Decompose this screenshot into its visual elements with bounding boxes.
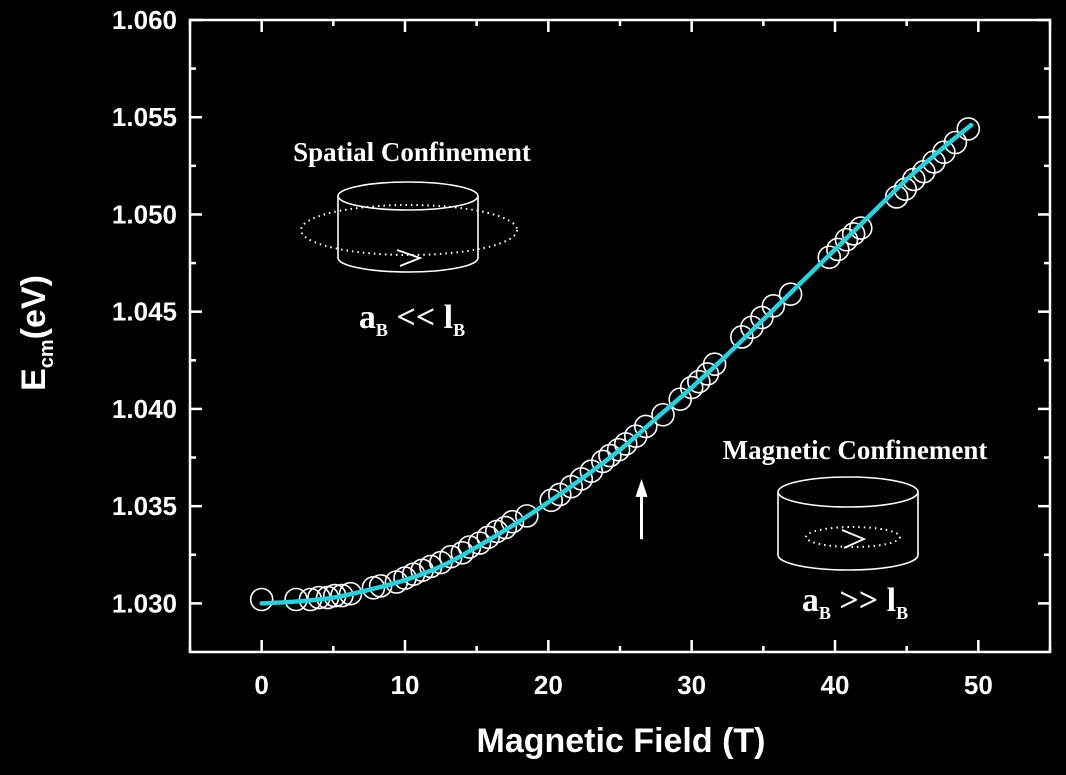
- y-tick-label: 1.035: [112, 491, 177, 521]
- x-tick-label: 0: [254, 670, 268, 700]
- data-point: [590, 449, 615, 474]
- data-point: [778, 282, 803, 306]
- x-axis-title: Magnetic Field (T): [477, 722, 766, 760]
- magnetic-confinement-inset: Magnetic Confinement aB >> lB: [723, 435, 988, 623]
- data-point: [547, 482, 572, 507]
- y-tick-label: 1.040: [112, 394, 177, 424]
- transition-arrow: [635, 478, 648, 540]
- data-point: [467, 531, 492, 555]
- spatial-confinement-title: Spatial Confinement: [293, 137, 531, 167]
- data-point: [730, 325, 754, 349]
- x-tick-label: 40: [821, 670, 850, 700]
- magnetic-confinement-title: Magnetic Confinement: [723, 435, 988, 465]
- spatial-confinement-inset: Spatial Confinement aB << lB: [293, 137, 531, 340]
- axis-ticks: [188, 18, 1052, 652]
- data-point: [702, 352, 727, 376]
- data-point: [515, 504, 539, 528]
- y-axis-title-unit: (eV): [15, 275, 53, 339]
- y-tick-label: 1.050: [112, 199, 177, 229]
- data-point: [817, 245, 842, 270]
- data-point: [679, 375, 704, 400]
- data-point: [500, 509, 525, 534]
- data-point: [848, 216, 873, 240]
- x-tick-label: 20: [534, 670, 563, 700]
- data-point: [740, 315, 764, 340]
- data-point: [943, 130, 968, 155]
- data-point: [493, 515, 518, 540]
- y-tick-label: 1.060: [112, 5, 177, 35]
- data-point: [249, 587, 274, 612]
- data-point: [922, 150, 946, 174]
- fit-line: [259, 122, 974, 606]
- magnetic-cylinder-icon: [777, 476, 919, 571]
- x-tick-label: 50: [964, 670, 993, 700]
- data-point: [606, 437, 631, 462]
- x-tick-label: 10: [391, 670, 420, 700]
- data-point: [826, 237, 850, 262]
- y-tick-label: 1.030: [112, 588, 177, 618]
- y-axis-title-sub: cm: [36, 339, 58, 368]
- data-point: [761, 294, 786, 318]
- y-axis-title-main: E: [15, 368, 53, 391]
- data-point: [687, 369, 711, 394]
- y-axis-title: Ecm(eV): [15, 275, 58, 391]
- tick-labels: 0 10 20 30 40 50 1.030 1.035 1.040 1.045 1.050 1.05…: [112, 5, 993, 700]
- magnetic-relation: aB >> lB: [802, 582, 908, 623]
- x-tick-label: 30: [677, 670, 706, 700]
- y-tick-label: 1.045: [112, 297, 177, 327]
- spatial-cylinder-icon: [300, 181, 518, 273]
- plot-frame: [188, 18, 1052, 654]
- data-point: [834, 227, 859, 252]
- data-point: [539, 488, 564, 513]
- data-point: [956, 117, 981, 141]
- data-point: [633, 414, 658, 439]
- data-point: [623, 424, 648, 448]
- data-point: [598, 443, 622, 468]
- data-point: [651, 402, 675, 427]
- data-point: [841, 222, 866, 246]
- spatial-relation: aB << lB: [359, 299, 465, 340]
- y-tick-label: 1.055: [112, 102, 177, 132]
